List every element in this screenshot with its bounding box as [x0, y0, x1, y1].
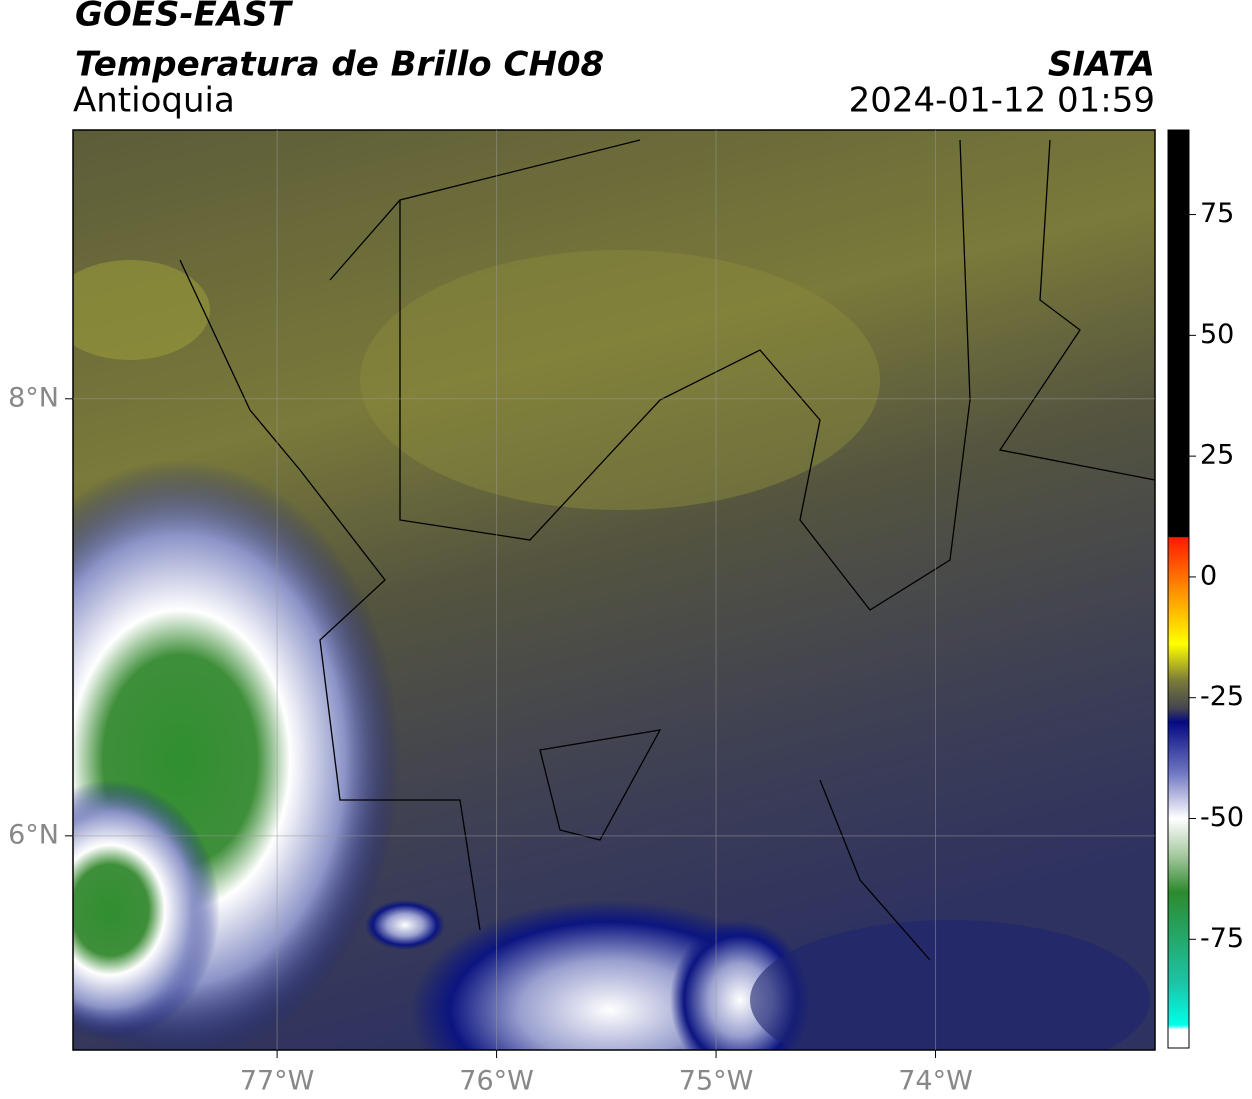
datetime: 2024-01-12 01:59: [849, 81, 1155, 121]
x-tick-label: 77°W: [240, 1066, 315, 1097]
y-tick-label: 8°N: [8, 382, 59, 413]
colorbar-tick-label: 75: [1200, 198, 1234, 229]
source: SIATA: [1048, 45, 1155, 85]
colorbar: [1167, 129, 1190, 1049]
colorbar-tick-label: 50: [1200, 319, 1234, 350]
colorbar-tick-label: -25: [1200, 681, 1244, 712]
x-tick-label: 75°W: [679, 1066, 754, 1097]
region: Antioquia: [73, 81, 235, 121]
subtitle: Temperatura de Brillo CH08: [75, 45, 604, 85]
colorbar-tick-label: 0: [1200, 560, 1217, 591]
map-image: [73, 130, 1155, 1050]
title: GOES-EAST: [75, 0, 294, 35]
map-frame: [72, 129, 1156, 1051]
y-tick-label: 6°N: [8, 819, 59, 850]
colorbar-tick-label: 25: [1200, 440, 1234, 471]
colorbar-tick-label: -75: [1200, 923, 1244, 954]
x-tick-label: 74°W: [898, 1066, 973, 1097]
colorbar-tick-label: -50: [1200, 802, 1244, 833]
x-tick-label: 76°W: [459, 1066, 534, 1097]
